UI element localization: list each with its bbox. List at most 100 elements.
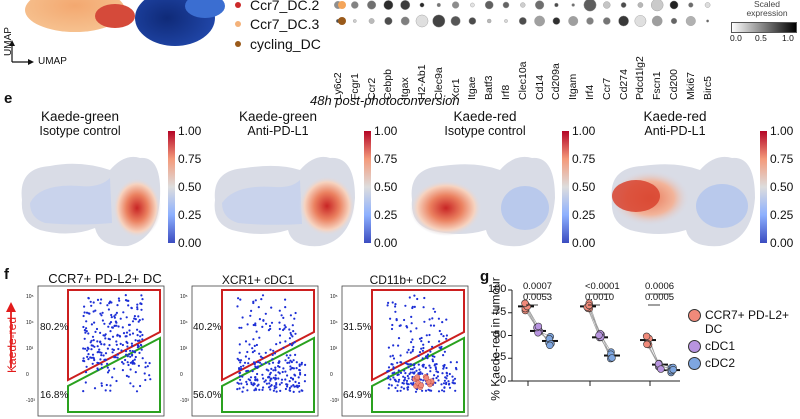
expression-dot (400, 16, 410, 26)
event-dot (275, 343, 278, 346)
event-dot (289, 354, 292, 357)
g-point (534, 322, 543, 331)
event-dot (140, 294, 143, 297)
density-panel-title-3: Kaede-red Isotype control (410, 110, 560, 139)
event-dot (138, 339, 141, 342)
event-dot (252, 384, 255, 387)
event-dot (434, 381, 437, 384)
event-dot (284, 387, 287, 391)
event-dot (100, 382, 103, 385)
event-dot (405, 382, 408, 385)
event-dot (91, 335, 95, 338)
flow-3-bottom-pct: 64.9% (343, 390, 372, 401)
event-dot (115, 379, 118, 383)
event-dot (262, 377, 265, 380)
g-point (642, 332, 651, 340)
event-dot (441, 372, 444, 375)
event-dot (271, 353, 274, 356)
event-dot (94, 309, 97, 312)
event-dot (289, 376, 293, 379)
event-dot (397, 373, 400, 376)
event-dot (83, 311, 86, 314)
event-dot (92, 339, 95, 342)
kaede-red-arrow (6, 302, 16, 368)
event-dot (258, 352, 261, 355)
event-dot (127, 299, 130, 302)
event-dot (274, 374, 277, 377)
event-dot (421, 372, 424, 375)
colorbar-title-line2: expression (746, 8, 788, 18)
highlight-dot (418, 382, 425, 389)
event-dot (128, 329, 131, 332)
expression-dot (520, 2, 526, 8)
event-dot (245, 380, 248, 383)
event-dot (131, 344, 134, 347)
event-dot (122, 362, 125, 365)
event-dot (294, 332, 297, 335)
g-legend: CCR7+ PD-L2+ DC cDC1 cDC2 (688, 308, 789, 370)
event-dot (445, 372, 448, 375)
event-dot (264, 312, 267, 315)
event-dot (400, 386, 403, 389)
event-dot (115, 343, 118, 346)
event-dot (84, 371, 88, 374)
gate-green (221, 336, 315, 413)
event-dot (103, 322, 106, 325)
event-dot (86, 346, 89, 349)
panel-title-line1: Kaede-red (643, 109, 707, 124)
flow-ytick: 0 (330, 372, 333, 378)
event-dot (86, 355, 89, 358)
density-colorbar-3 (562, 131, 569, 243)
event-dot (445, 366, 448, 370)
event-dot (390, 327, 394, 331)
event-dot (265, 368, 268, 371)
event-dot (264, 361, 267, 364)
event-dot (107, 325, 110, 328)
event-dot (403, 318, 406, 322)
event-dot (271, 358, 274, 361)
event-dot (278, 321, 281, 324)
event-dot (432, 307, 435, 310)
flow-ytick: 10³ (180, 346, 188, 352)
event-dot (245, 370, 248, 373)
g-ytick-label: 75 (494, 305, 507, 318)
event-dot (129, 361, 132, 364)
flow-frame (191, 285, 319, 417)
event-dot (440, 333, 443, 336)
event-dot (98, 348, 101, 351)
event-dot (133, 317, 136, 320)
event-dot (124, 350, 128, 353)
event-dot (292, 390, 295, 393)
event-dot (298, 384, 301, 388)
event-dot (262, 319, 265, 322)
event-dot (447, 380, 450, 383)
event-dot (400, 361, 403, 364)
event-dot (398, 378, 401, 381)
event-dot (413, 366, 416, 369)
event-dot (434, 367, 438, 371)
event-dot (410, 382, 413, 385)
colorbar-tick-label: 0.00 (374, 236, 398, 250)
event-dot (292, 359, 295, 362)
event-dot (422, 346, 425, 350)
event-dot (253, 344, 256, 347)
event-dot (238, 326, 241, 329)
panel-letter-f: f (4, 266, 9, 283)
event-dot (127, 304, 130, 307)
gene-label: Birc5 (701, 76, 714, 100)
event-dot (294, 311, 297, 315)
event-dot (254, 299, 257, 302)
expression-dot (603, 1, 611, 9)
event-dot (90, 323, 93, 326)
colorbar-tick-label: 0.25 (770, 208, 794, 222)
event-dot (290, 344, 294, 347)
event-dot (426, 357, 429, 360)
event-dot (241, 316, 244, 319)
event-dot (251, 370, 254, 373)
density-panel-title-1: Kaede-green Isotype control (5, 110, 155, 139)
legend-label: Ccr7_DC.3 (250, 16, 320, 32)
event-dot (239, 361, 242, 364)
event-dot (104, 337, 107, 340)
event-dot (271, 361, 275, 364)
event-dot (300, 389, 303, 392)
